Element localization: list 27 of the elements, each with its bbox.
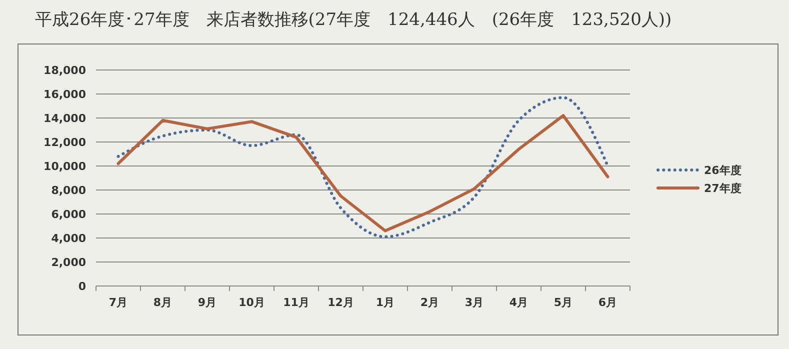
legend-label: 27年度 (704, 182, 742, 195)
y-tick-label: 12,000 (44, 136, 86, 149)
x-tick-label: 1月 (376, 296, 395, 309)
y-tick-label: 14,000 (44, 112, 86, 125)
y-tick-label: 18,000 (44, 64, 86, 77)
y-tick-label: 6,000 (51, 208, 86, 221)
y-tick-label: 4,000 (51, 232, 86, 245)
y-tick-label: 10,000 (44, 160, 86, 173)
x-tick-label: 11月 (283, 296, 310, 309)
y-tick-label: 2,000 (51, 256, 86, 269)
x-tick-label: 6月 (598, 296, 618, 309)
y-tick-label: 0 (78, 280, 86, 293)
line-series (116, 96, 610, 238)
x-tick-label: 8月 (153, 296, 172, 309)
x-tick-label: 10月 (238, 296, 265, 309)
x-tick-label: 2月 (420, 296, 440, 309)
x-tick-label: 9月 (198, 296, 217, 309)
x-tick-label: 5月 (554, 296, 573, 309)
x-tick-label: 3月 (464, 296, 484, 309)
x-tick-label: 12月 (328, 296, 354, 309)
y-tick-label: 16,000 (44, 88, 86, 101)
x-tick-label: 4月 (509, 296, 528, 309)
chart-title: 平成26年度･27年度 来店者数推移(27年度 124,446人 (26年度 123,520人)) (35, 10, 672, 30)
legend-label: 26年度 (704, 164, 742, 177)
x-tick-label: 7月 (108, 296, 128, 309)
y-tick-label: 8,000 (51, 184, 86, 197)
line-series (116, 114, 610, 232)
